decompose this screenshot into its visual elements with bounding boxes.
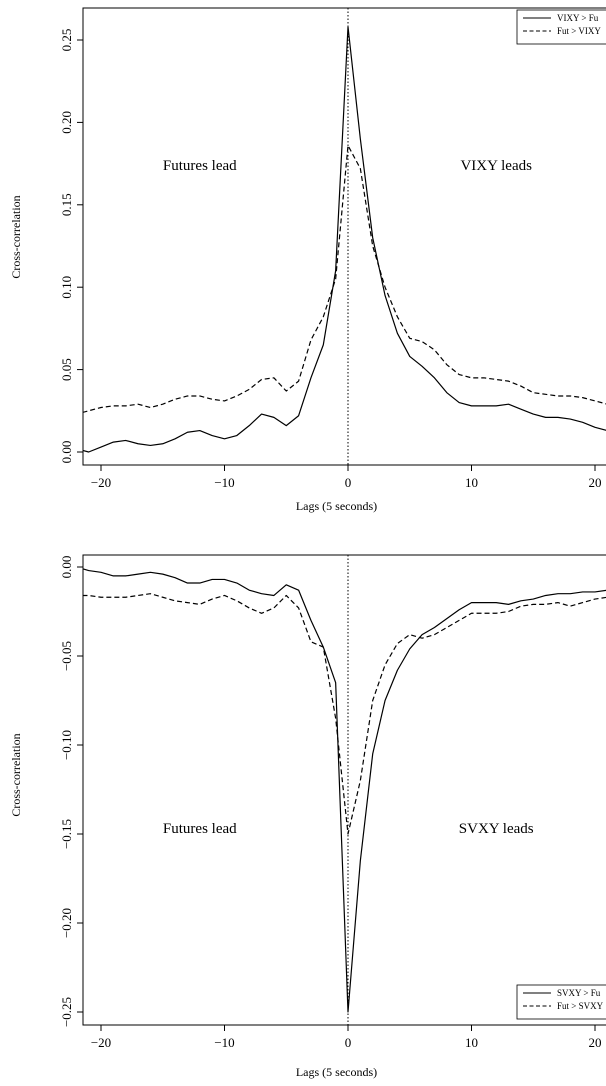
vixy-plot-area	[83, 8, 606, 465]
svxy-legend-entry: SVXY > Fu	[557, 988, 601, 998]
vixy-y-tick-label: 0.25	[59, 29, 74, 52]
vixy-legend-entry: Fut > VIXY	[557, 26, 601, 36]
vixy-y-tick-label: 0.05	[59, 358, 74, 381]
vixy-cross-correlation-panel: −20 −10 0 10 20 0.00 0.05 0.10 0.15 0.20 0.25 Lags …	[9, 7, 606, 513]
svxy-x-tick-label: 10	[465, 1035, 478, 1050]
vixy-legend-box	[516, 9, 606, 45]
vixy-y-tick-label: 0.20	[59, 111, 74, 134]
svxy-plot-frame	[82, 554, 606, 1026]
vixy-x-axis-label: Lags (5 seconds)	[296, 499, 377, 513]
vixy-x-tick-label: 20	[589, 475, 602, 490]
vixy-y-tick-label: 0.15	[59, 193, 74, 216]
svxy-series-line-dashed	[83, 593, 606, 835]
vixy-x-tick-label: −10	[214, 475, 234, 490]
vixy-x-tick-label: 0	[345, 475, 352, 490]
svxy-y-axis-label: Cross-correlation	[9, 733, 23, 816]
vixy-legend-entry: VIXY > Fu	[557, 13, 599, 23]
svxy-annotation: Futures lead	[163, 821, 237, 837]
vixy-annotation: VIXY leads	[460, 158, 532, 174]
vixy-y-axis-label: Cross-correlation	[9, 195, 23, 278]
vixy-series-line-solid	[83, 26, 606, 453]
vixy-x-tick-label: −20	[91, 475, 111, 490]
svxy-annotation: SVXY leads	[459, 821, 534, 837]
svxy-legend: SVXY > Fu Fut > SVXY	[516, 984, 606, 1020]
vixy-plot-frame	[82, 7, 606, 466]
svxy-series-line-solid	[83, 568, 606, 1013]
vixy-y-tick-label: 0.10	[59, 276, 74, 299]
svxy-legend-entry: Fut > SVXY	[557, 1001, 604, 1011]
vixy-x-tick-label: 10	[465, 475, 478, 490]
vixy-y-tick-label: 0.00	[59, 441, 74, 464]
vixy-series-line-dashed	[83, 144, 606, 413]
svxy-x-tick-label: −10	[214, 1035, 234, 1050]
svxy-x-tick-label: 0	[345, 1035, 352, 1050]
svxy-y-tick-label: 0.00	[59, 556, 74, 579]
svxy-x-tick-label: −20	[91, 1035, 111, 1050]
vixy-annotation: Futures lead	[163, 158, 237, 174]
svxy-y-tick-label: −0.10	[59, 730, 74, 760]
svxy-x-axis-label: Lags (5 seconds)	[296, 1065, 377, 1079]
svxy-plot-area	[83, 555, 606, 1025]
svxy-y-tick-label: −0.15	[59, 819, 74, 849]
svxy-x-tick-label: 20	[589, 1035, 602, 1050]
svxy-y-tick-label: −0.20	[59, 908, 74, 938]
vixy-legend: VIXY > Fu Fut > VIXY	[516, 9, 606, 45]
svxy-legend-box	[516, 984, 606, 1020]
svxy-y-tick-label: −0.05	[59, 641, 74, 671]
svxy-cross-correlation-panel: −20 −10 0 10 20 0.00 −0.05 −0.10 −0.15 −0.20 −0.25…	[9, 554, 606, 1079]
svxy-y-tick-label: −0.25	[59, 997, 74, 1027]
